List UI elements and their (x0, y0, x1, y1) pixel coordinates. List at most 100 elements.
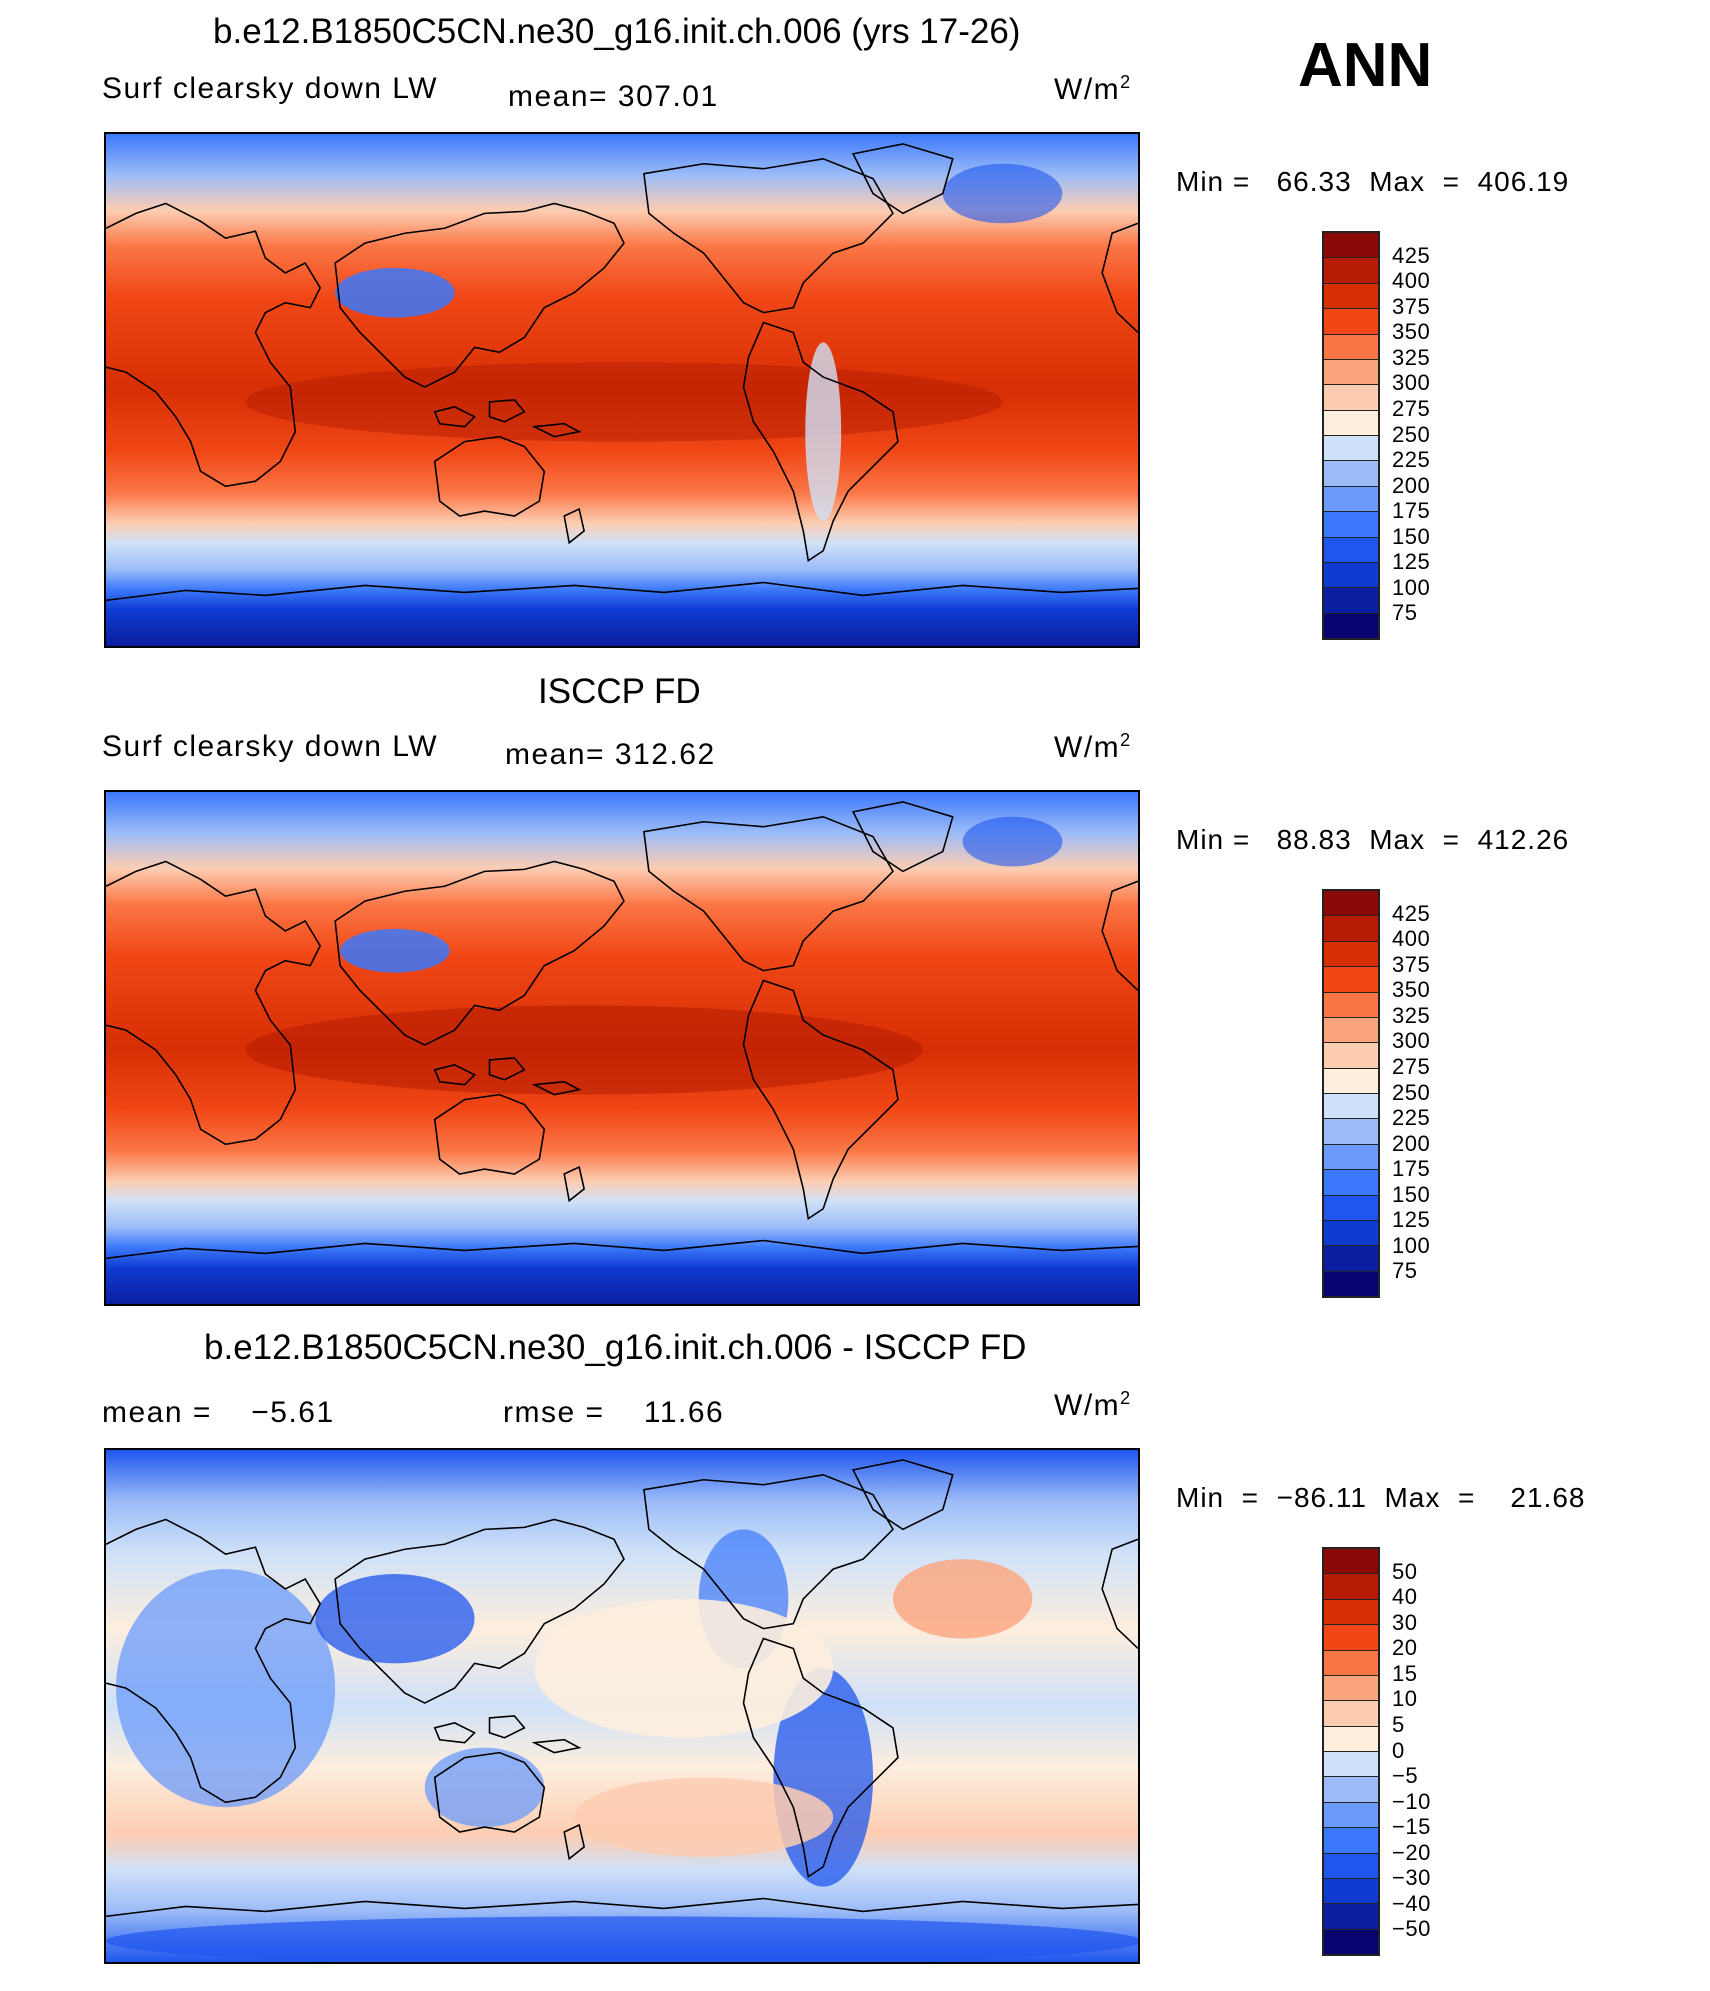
colorbar-swatch (1324, 1574, 1378, 1600)
colorbar-swatch (1324, 1853, 1378, 1879)
colorbar-swatch (1324, 1929, 1378, 1954)
colorbar-tick-label: −50 (1392, 1916, 1431, 1942)
colorbar-swatch (1324, 1726, 1378, 1752)
colorbar-swatch (1324, 1271, 1378, 1296)
panel1-title: b.e12.B1850C5CN.ne30_g16.init.ch.006 (yr… (213, 12, 1021, 51)
panel1-map (104, 132, 1140, 648)
colorbar-swatch (1324, 1802, 1378, 1829)
colorbar-swatch (1324, 1904, 1378, 1930)
colorbar-tick-label: 375 (1392, 951, 1431, 977)
colorbar-swatch (1324, 1220, 1378, 1247)
panel3-mean-label: mean = −5.61 (102, 1396, 335, 1429)
colorbar-swatch (1324, 410, 1378, 436)
colorbar-swatch (1324, 537, 1378, 563)
colorbar-tick-label: 125 (1392, 1207, 1431, 1233)
panel2-title: ISCCP FD (538, 672, 701, 711)
colorbar-tick-label: 275 (1392, 395, 1431, 421)
panel2-units-base: W/m (1054, 731, 1121, 764)
colorbar-tick-label: 10 (1392, 1686, 1418, 1712)
colorbar-swatch (1324, 461, 1378, 487)
colorbar-tick-label: 225 (1392, 1105, 1431, 1131)
panel1-colorbar (1322, 231, 1380, 640)
panel1-minmax: Min = 66.33 Max = 406.19 (1176, 166, 1570, 197)
colorbar-swatch (1324, 916, 1378, 942)
colorbar-swatch (1324, 359, 1378, 386)
colorbar-swatch (1324, 1675, 1378, 1702)
colorbar-tick-label: 425 (1392, 242, 1431, 268)
panel1-units: W/m2 (1054, 72, 1132, 107)
panel2-map-svg (106, 792, 1138, 1304)
colorbar-tick-label: 15 (1392, 1660, 1418, 1686)
colorbar-tick-label: −40 (1392, 1890, 1431, 1916)
panel3-map-svg (106, 1450, 1138, 1962)
panel3-units-base: W/m (1054, 1389, 1121, 1422)
colorbar-tick-label: 300 (1392, 1028, 1431, 1054)
panel3-units: W/m2 (1054, 1388, 1132, 1423)
colorbar-tick-label: 250 (1392, 1079, 1431, 1105)
colorbar-tick-label: 20 (1392, 1635, 1418, 1661)
colorbar-tick-label: 400 (1392, 926, 1431, 952)
colorbar-tick-label: 175 (1392, 1156, 1431, 1182)
colorbar-swatch (1324, 334, 1378, 360)
colorbar-tick-label: 250 (1392, 421, 1431, 447)
colorbar-swatch (1324, 562, 1378, 589)
panel2-map (104, 790, 1140, 1306)
colorbar-swatch (1324, 1195, 1378, 1221)
season-label: ANN (1298, 31, 1433, 100)
colorbar-tick-label: 100 (1392, 574, 1431, 600)
colorbar-swatch (1324, 613, 1378, 638)
colorbar-tick-label: −30 (1392, 1865, 1431, 1891)
colorbar-tick-label: 150 (1392, 1181, 1431, 1207)
colorbar-swatch (1324, 1878, 1378, 1905)
panel1-map-svg (106, 134, 1138, 646)
panel2-units: W/m2 (1054, 730, 1132, 765)
colorbar-tick-label: −10 (1392, 1788, 1431, 1814)
colorbar-swatch (1324, 891, 1378, 917)
colorbar-swatch (1324, 283, 1378, 310)
colorbar-tick-label: −15 (1392, 1814, 1431, 1840)
colorbar-tick-label: 40 (1392, 1584, 1418, 1610)
colorbar-swatch (1324, 588, 1378, 614)
colorbar-tick-label: 0 (1392, 1737, 1405, 1763)
colorbar-tick-label: 350 (1392, 977, 1431, 1003)
panel2-variable-label: Surf clearsky down LW (102, 730, 439, 763)
panel1-variable-label: Surf clearsky down LW (102, 72, 439, 105)
colorbar-tick-label: 175 (1392, 498, 1431, 524)
colorbar-tick-label: 200 (1392, 472, 1431, 498)
panel1-units-base: W/m (1054, 73, 1121, 106)
colorbar-tick-label: 50 (1392, 1558, 1418, 1584)
colorbar-swatch (1324, 941, 1378, 968)
colorbar-tick-label: 150 (1392, 523, 1431, 549)
colorbar-swatch (1324, 309, 1378, 335)
panel3-units-exp: 2 (1120, 1388, 1132, 1408)
colorbar-swatch (1324, 1017, 1378, 1044)
colorbar-tick-label: 325 (1392, 344, 1431, 370)
colorbar-tick-label: 75 (1392, 600, 1418, 626)
colorbar-swatch (1324, 1119, 1378, 1145)
panel2-colorbar (1322, 889, 1380, 1298)
colorbar-tick-label: 325 (1392, 1002, 1431, 1028)
colorbar-tick-label: −5 (1392, 1763, 1419, 1789)
colorbar-tick-label: 350 (1392, 319, 1431, 345)
colorbar-tick-label: 425 (1392, 900, 1431, 926)
colorbar-swatch (1324, 1170, 1378, 1196)
colorbar-tick-label: 300 (1392, 370, 1431, 396)
panel3-map (104, 1448, 1140, 1964)
colorbar-swatch (1324, 1068, 1378, 1094)
colorbar-swatch (1324, 258, 1378, 284)
colorbar-tick-label: 275 (1392, 1053, 1431, 1079)
colorbar-swatch (1324, 1650, 1378, 1676)
colorbar-tick-label: −20 (1392, 1839, 1431, 1865)
colorbar-tick-label: 100 (1392, 1232, 1431, 1258)
colorbar-swatch (1324, 1828, 1378, 1854)
colorbar-tick-label: 375 (1392, 293, 1431, 319)
colorbar-swatch (1324, 233, 1378, 259)
colorbar-swatch (1324, 1144, 1378, 1171)
colorbar-swatch (1324, 992, 1378, 1018)
colorbar-tick-label: 400 (1392, 268, 1431, 294)
colorbar-swatch (1324, 1094, 1378, 1120)
colorbar-tick-label: 30 (1392, 1609, 1418, 1635)
colorbar-swatch (1324, 486, 1378, 513)
colorbar-tick-label: 5 (1392, 1711, 1405, 1737)
colorbar-swatch (1324, 1549, 1378, 1575)
